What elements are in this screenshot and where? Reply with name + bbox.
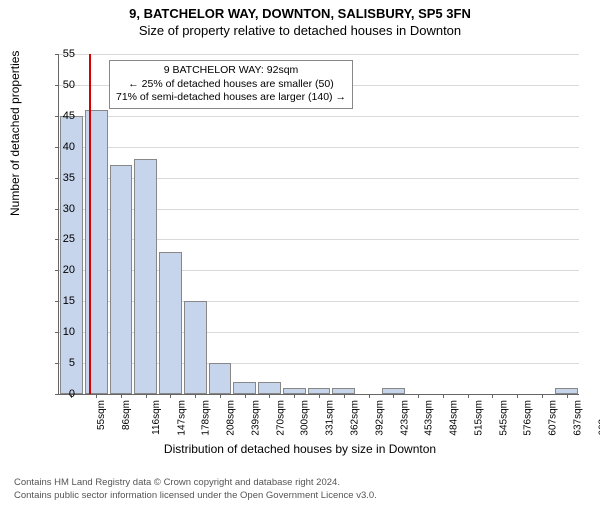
x-axis-label: Distribution of detached houses by size … [0, 442, 600, 456]
property-marker-line [89, 54, 91, 394]
ytick-mark [55, 85, 59, 86]
footer-line1: Contains HM Land Registry data © Crown c… [14, 477, 377, 489]
xtick-label: 55sqm [96, 400, 107, 430]
xtick-label: 484sqm [449, 400, 460, 436]
xtick-mark [393, 394, 394, 398]
xtick-label: 300sqm [300, 400, 311, 436]
xtick-mark [517, 394, 518, 398]
xtick-label: 453sqm [424, 400, 435, 436]
xtick-label: 178sqm [201, 400, 212, 436]
xtick-mark [418, 394, 419, 398]
ytick-mark [55, 270, 59, 271]
xtick-label: 270sqm [275, 400, 286, 436]
ytick-label: 5 [69, 357, 75, 369]
annotation-box: 9 BATCHELOR WAY: 92sqm← 25% of detached … [109, 60, 353, 109]
xtick-mark [344, 394, 345, 398]
gridline [59, 116, 579, 117]
xtick-mark [319, 394, 320, 398]
ytick-mark [55, 301, 59, 302]
xtick-mark [220, 394, 221, 398]
histogram-bar [209, 363, 232, 394]
ytick-mark [55, 394, 59, 395]
xtick-mark [96, 394, 97, 398]
y-axis-label: Number of detached properties [8, 51, 22, 216]
xtick-mark [121, 394, 122, 398]
annotation-line: 9 BATCHELOR WAY: 92sqm [116, 64, 346, 78]
xtick-label: 576sqm [523, 400, 534, 436]
xtick-mark [195, 394, 196, 398]
ytick-label: 0 [69, 388, 75, 400]
histogram-bar [159, 252, 182, 394]
xtick-label: 239sqm [251, 400, 262, 436]
ytick-label: 15 [63, 295, 75, 307]
ytick-label: 45 [63, 110, 75, 122]
xtick-mark [146, 394, 147, 398]
xtick-label: 545sqm [498, 400, 509, 436]
chart-plot-area: 9 BATCHELOR WAY: 92sqm← 25% of detached … [58, 54, 579, 395]
xtick-label: 423sqm [399, 400, 410, 436]
xtick-mark [269, 394, 270, 398]
ytick-label: 20 [63, 264, 75, 276]
ytick-label: 25 [63, 233, 75, 245]
ytick-mark [55, 54, 59, 55]
footer-attribution: Contains HM Land Registry data © Crown c… [14, 477, 377, 502]
annotation-line: 71% of semi-detached houses are larger (… [116, 91, 346, 105]
xtick-mark [567, 394, 568, 398]
xtick-label: 392sqm [374, 400, 385, 436]
xtick-mark [542, 394, 543, 398]
ytick-mark [55, 209, 59, 210]
ytick-mark [55, 147, 59, 148]
xtick-mark [170, 394, 171, 398]
ytick-mark [55, 116, 59, 117]
ytick-label: 40 [63, 141, 75, 153]
xtick-mark [294, 394, 295, 398]
histogram-bar [110, 165, 133, 394]
annotation-line: ← 25% of detached houses are smaller (50… [116, 78, 346, 92]
ytick-label: 10 [63, 326, 75, 338]
ytick-label: 55 [63, 48, 75, 60]
histogram-bar [184, 301, 207, 394]
ytick-label: 50 [63, 79, 75, 91]
gridline [59, 147, 579, 148]
ytick-mark [55, 239, 59, 240]
xtick-label: 362sqm [350, 400, 361, 436]
xtick-mark [443, 394, 444, 398]
xtick-label: 607sqm [548, 400, 559, 436]
gridline [59, 54, 579, 55]
xtick-label: 637sqm [572, 400, 583, 436]
histogram-bar [134, 159, 157, 394]
xtick-label: 208sqm [226, 400, 237, 436]
xtick-mark [468, 394, 469, 398]
chart-subtitle: Size of property relative to detached ho… [0, 23, 600, 38]
xtick-mark [369, 394, 370, 398]
footer-line2: Contains public sector information licen… [14, 490, 377, 502]
xtick-mark [245, 394, 246, 398]
ytick-label: 35 [63, 172, 75, 184]
xtick-label: 86sqm [121, 400, 132, 430]
histogram-bar [60, 116, 83, 394]
ytick-mark [55, 363, 59, 364]
ytick-label: 30 [63, 203, 75, 215]
histogram-bar [233, 382, 256, 394]
xtick-label: 116sqm [151, 400, 162, 435]
ytick-mark [55, 178, 59, 179]
chart-title: 9, BATCHELOR WAY, DOWNTON, SALISBURY, SP… [0, 6, 600, 21]
xtick-label: 515sqm [473, 400, 484, 436]
xtick-label: 147sqm [176, 400, 187, 436]
xtick-label: 331sqm [325, 400, 336, 436]
xtick-mark [492, 394, 493, 398]
histogram-bar [258, 382, 281, 394]
ytick-mark [55, 332, 59, 333]
